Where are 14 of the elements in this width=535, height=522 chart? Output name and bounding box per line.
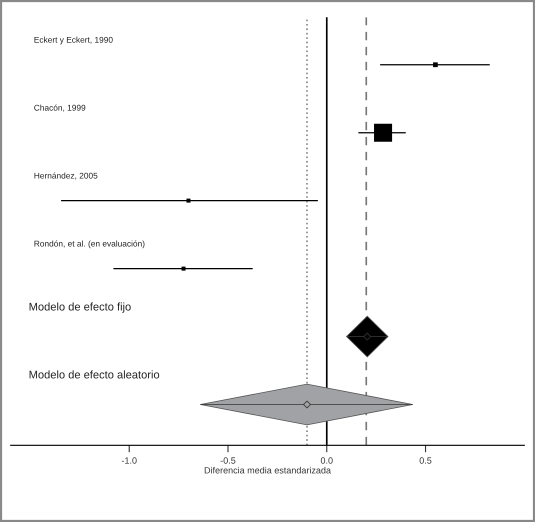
x-tick-label: 0.5 bbox=[420, 457, 432, 464]
x-tick-label: 0.0 bbox=[320, 457, 333, 464]
y-tick-label: Rondón, et al. (en evaluación) bbox=[34, 240, 144, 248]
x-tick-label: -1.0 bbox=[122, 457, 137, 464]
y-tick-label: Hernández, 2005 bbox=[34, 172, 98, 180]
y-tick-label: Eckert y Eckert, 1990 bbox=[34, 36, 113, 44]
point bbox=[433, 62, 438, 68]
y-tick-label: Chacón, 1999 bbox=[34, 104, 86, 112]
point bbox=[182, 266, 186, 271]
point bbox=[186, 198, 190, 203]
x-tick-label: -0.5 bbox=[220, 457, 236, 464]
y-tick-label: Modelo de efecto fijo bbox=[30, 302, 131, 313]
x-axis-title: Diferencia media estandarizada bbox=[204, 466, 331, 474]
y-tick-label: Modelo de efecto aleatorio bbox=[30, 370, 160, 379]
